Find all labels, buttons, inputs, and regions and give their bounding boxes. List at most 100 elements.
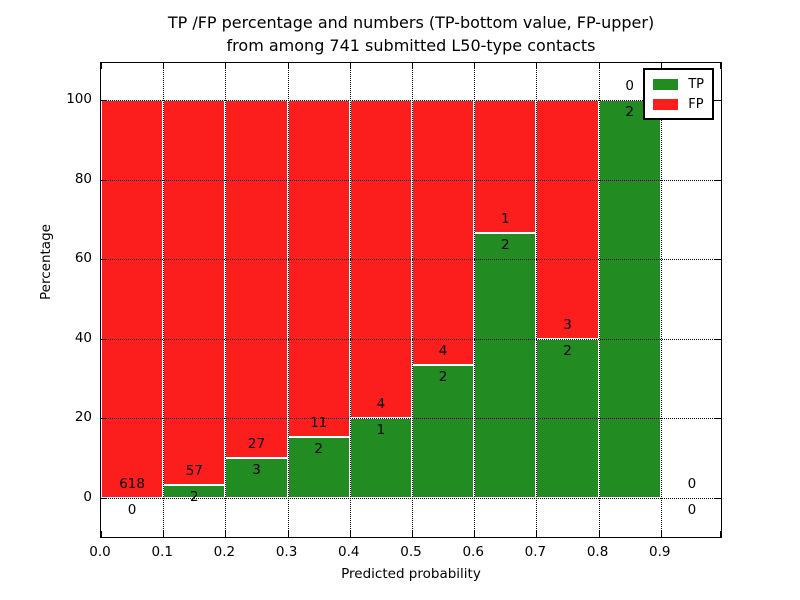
x-tick-mark (349, 63, 351, 69)
x-tick-mark (660, 63, 662, 69)
fp-count-label: 1 (501, 210, 510, 227)
gridline-v (349, 63, 351, 537)
y-tick-mark (101, 259, 107, 261)
fp-legend-swatch (653, 98, 679, 110)
x-tick-label: 0.0 (89, 544, 111, 560)
bar-segment-tp (287, 436, 350, 498)
plot-area: TP FP 618 0 57 2 27 3 11 2 4 1 4 2 1 2 3 2 0 2 0 0 (100, 62, 722, 538)
bar-segment-tp (474, 232, 537, 498)
x-tick-label: 0.2 (213, 544, 236, 560)
bar-segment-fp (536, 100, 599, 339)
tp-legend-label: TP (688, 76, 704, 92)
y-tick-label: 40 (74, 329, 92, 346)
tp-count-label: 2 (438, 369, 448, 386)
bar-segment-fp (101, 100, 164, 498)
fp-count-label: 3 (563, 316, 572, 333)
gridline-h (101, 498, 721, 499)
bar-segment-fp (287, 100, 350, 437)
tp-legend-swatch (653, 78, 679, 90)
y-tick-mark (715, 179, 721, 181)
y-tick-mark (101, 338, 107, 340)
y-tick-label: 20 (74, 409, 92, 426)
x-tick-label: 0.3 (275, 544, 298, 560)
legend: TP FP (643, 68, 714, 120)
fp-count-label: 27 (247, 436, 266, 453)
x-tick-mark (720, 531, 721, 537)
tp-count-label: 0 (687, 502, 697, 518)
tp-count-label: 2 (625, 104, 634, 120)
fp-count-label: 618 (119, 476, 145, 492)
tp-count-label: 2 (563, 342, 572, 359)
tp-count-label: 2 (190, 488, 199, 505)
gridline-h (101, 100, 721, 101)
gridline-v (598, 63, 600, 537)
x-tick-mark (101, 63, 102, 69)
tp-count-label: 0 (127, 502, 137, 518)
legend-row-tp: TP (653, 74, 704, 94)
fp-count-label: 0 (625, 78, 634, 94)
bar-segment-tp (225, 458, 288, 498)
fp-count-label: 0 (687, 476, 697, 492)
x-tick-mark (163, 63, 165, 69)
y-tick-mark (101, 418, 107, 420)
bar-segment-tp (349, 418, 412, 498)
x-tick-mark (225, 63, 227, 69)
x-tick-mark (720, 63, 721, 69)
gridline-v (660, 63, 662, 537)
gridline-v (225, 63, 227, 537)
x-tick-mark (287, 531, 289, 537)
y-tick-label: 100 (66, 91, 92, 107)
gridline-v (163, 63, 165, 537)
gridline-v (287, 63, 289, 537)
gridline-v (474, 63, 476, 537)
x-tick-mark (225, 531, 227, 537)
fp-count-label: 11 (310, 414, 328, 431)
x-tick-mark (660, 531, 662, 537)
gridline-h (101, 259, 721, 261)
fp-legend-label: FP (688, 96, 704, 112)
y-tick-mark (715, 259, 721, 261)
y-tick-mark (715, 338, 721, 340)
tp-count-label: 1 (376, 422, 386, 439)
gridline-h (101, 418, 721, 420)
x-tick-mark (412, 63, 413, 69)
y-tick-mark (101, 498, 107, 499)
x-tick-mark (598, 531, 600, 537)
gridline-h (101, 338, 721, 340)
x-tick-mark (287, 63, 289, 69)
x-tick-mark (536, 531, 538, 537)
chart-title-line1: TP /FP percentage and numbers (TP-bottom… (167, 13, 655, 32)
fp-count-label: 4 (376, 396, 386, 413)
y-tick-label: 80 (74, 170, 92, 187)
chart-title-line2: from among 741 submitted L50-type contac… (226, 36, 596, 55)
gridline-v (536, 63, 538, 537)
bar-segment-fp (163, 100, 226, 485)
x-axis-label: Predicted probability (341, 566, 481, 582)
y-tick-mark (101, 100, 107, 101)
tp-count-label: 3 (252, 462, 261, 479)
tp-count-label: 2 (501, 236, 510, 253)
y-tick-mark (715, 498, 721, 499)
y-tick-mark (715, 418, 721, 420)
y-tick-label: 0 (83, 489, 92, 505)
y-tick-mark (715, 100, 721, 101)
bar-segment-fp (225, 100, 288, 459)
x-tick-mark (163, 531, 165, 537)
fp-count-label: 57 (185, 462, 203, 479)
chart-title: TP /FP percentage and numbers (TP-bottom… (89, 11, 733, 57)
x-tick-mark (474, 63, 476, 69)
bar-segment-fp (412, 100, 475, 366)
x-tick-label: 0.1 (151, 544, 173, 560)
y-tick-label: 60 (74, 250, 92, 267)
y-tick-mark (101, 179, 107, 181)
x-tick-label: 0.9 (649, 544, 671, 560)
x-tick-label: 0.4 (338, 544, 360, 560)
legend-row-fp: FP (653, 94, 704, 114)
x-tick-mark (349, 531, 351, 537)
x-tick-mark (536, 63, 538, 69)
tp-count-label: 2 (314, 440, 323, 457)
x-tick-mark (598, 63, 600, 69)
bar-segment-tp (598, 100, 661, 498)
x-tick-label: 0.8 (586, 544, 609, 560)
